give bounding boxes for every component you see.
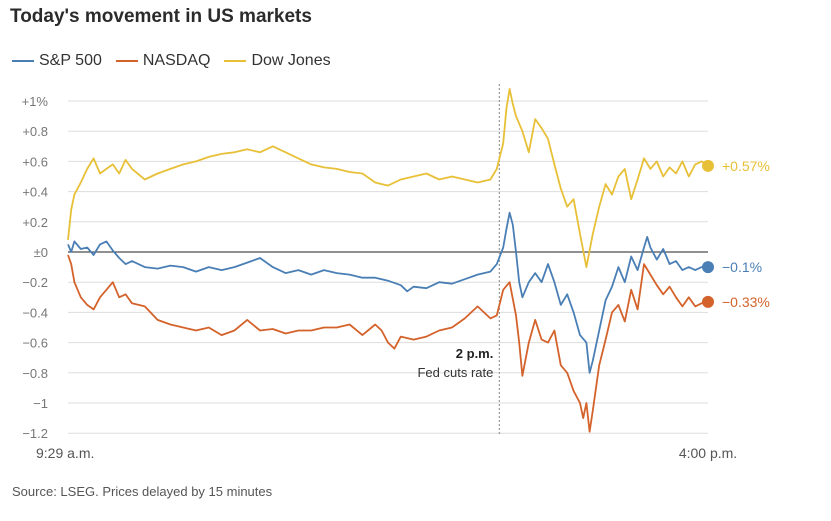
y-axis: +1% +0.8 +0.6 +0.4 +0.2 ±0 −0.2 −0.4 −0.6 −0.8 −1 −… xyxy=(22,94,49,441)
annotation-text: Fed cuts rate xyxy=(417,365,493,380)
y-tick-label: +0.8 xyxy=(22,124,48,139)
legend-label-sp500: S&P 500 xyxy=(39,52,102,69)
legend-label-dow: Dow Jones xyxy=(251,52,331,69)
series-line-dow-jones xyxy=(67,88,709,268)
series-lines xyxy=(67,88,709,433)
y-tick-label: ±0 xyxy=(34,245,48,260)
x-tick-label: 9:29 a.m. xyxy=(36,445,94,461)
y-tick-label: −1 xyxy=(33,396,48,411)
legend-label-nasdaq: NASDAQ xyxy=(142,52,211,69)
end-label-s-p-500: −0.1% xyxy=(722,259,762,275)
y-tick-label: +0.4 xyxy=(22,185,48,200)
legend-swatch-nasdaq xyxy=(115,60,138,62)
end-label-nasdaq: −0.33% xyxy=(722,294,770,310)
x-tick-label: 4:00 p.m. xyxy=(679,445,737,461)
y-tick-label: −0.8 xyxy=(22,366,48,381)
series-line-s-p-500 xyxy=(67,211,708,374)
x-axis: 9:29 a.m. 4:00 p.m. xyxy=(36,445,737,461)
legend-swatch-dow xyxy=(224,60,247,62)
y-tick-label: −0.6 xyxy=(22,336,48,351)
y-tick-label: −1.2 xyxy=(22,426,48,441)
annotation: 2 p.m. Fed cuts rate xyxy=(417,84,500,435)
source-note: Source: LSEG. Prices delayed by 15 minut… xyxy=(12,484,273,499)
annotation-time: 2 p.m. xyxy=(456,346,494,361)
end-marker-s-p-500 xyxy=(702,261,714,274)
legend: S&P 500 NASDAQ Dow Jones xyxy=(12,52,331,70)
y-tick-label: +1% xyxy=(22,94,49,109)
end-label-dow-jones: +0.57% xyxy=(722,158,770,174)
legend-item-dow: Dow Jones xyxy=(224,52,331,70)
y-tick-label: −0.4 xyxy=(22,305,48,320)
y-tick-label: +0.2 xyxy=(22,215,48,230)
chart-title: Today's movement in US markets xyxy=(10,6,312,27)
end-marker-nasdaq xyxy=(702,295,714,308)
end-marker-dow-jones xyxy=(702,159,714,172)
series-end-markers: −0.1% −0.33% +0.57% xyxy=(702,158,770,310)
legend-item-sp500: S&P 500 xyxy=(12,52,102,70)
series-line-nasdaq xyxy=(67,254,709,433)
legend-swatch-sp500 xyxy=(12,60,34,62)
y-tick-label: −0.2 xyxy=(22,275,48,290)
y-tick-label: +0.6 xyxy=(22,154,48,169)
legend-item-nasdaq: NASDAQ xyxy=(115,52,211,70)
grid xyxy=(68,100,708,434)
